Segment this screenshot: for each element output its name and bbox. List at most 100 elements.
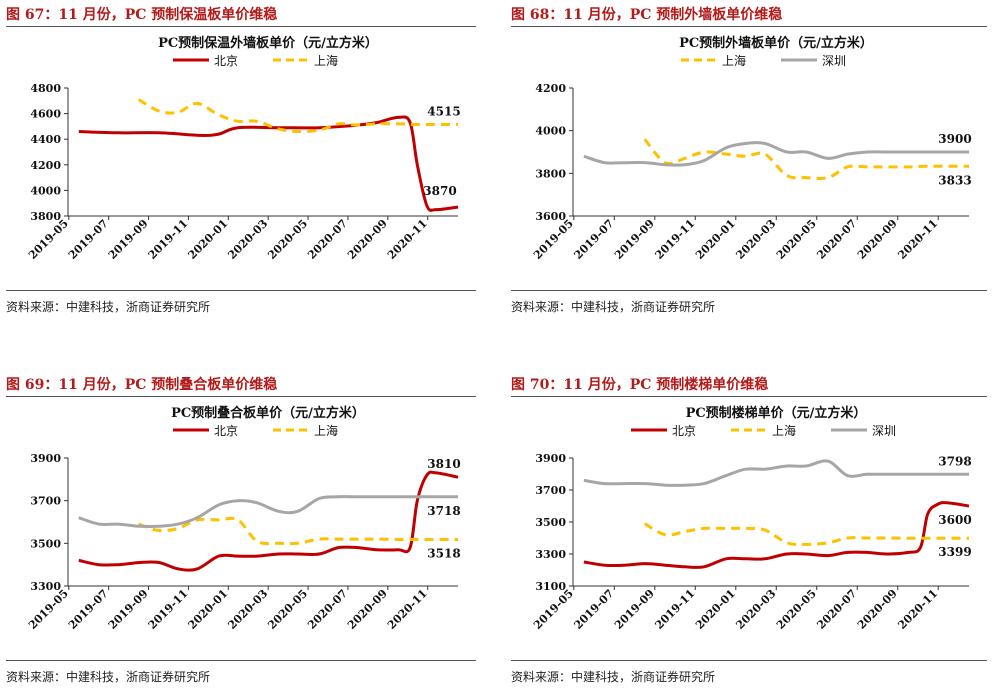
x-tick-label: 2020-11: [385, 587, 430, 632]
y-tick-label: 3500: [535, 516, 566, 529]
y-tick-label: 4200: [535, 82, 566, 95]
x-tick-label: 2020-03: [733, 587, 778, 632]
series-line: [583, 459, 969, 487]
data-label: 3798: [938, 454, 971, 468]
x-tick-label: 2020-03: [733, 217, 778, 262]
top-rule: [511, 396, 987, 397]
x-tick-label: 2020-09: [345, 217, 390, 262]
data-label: 4515: [427, 104, 460, 118]
y-tick-label: 3900: [30, 452, 61, 465]
x-tick-label: 2020-01: [186, 217, 231, 262]
chart-staircase: PC预制楼梯单价（元/立方米） 北京 上海 深圳 3100 3300 3500 3700 390…: [531, 405, 972, 632]
x-tick-label: 2019-11: [146, 217, 191, 262]
x-tick-label: 2020-01: [693, 217, 738, 262]
legend-label: 上海: [314, 53, 338, 68]
legend-label: 上海: [772, 423, 796, 438]
x-tick-label: 2019-11: [653, 217, 698, 262]
y-tick-label: 3800: [30, 210, 61, 223]
chart-title: PC预制楼梯单价（元/立方米）: [686, 405, 867, 421]
x-tick-label: 2020-05: [774, 587, 819, 632]
top-rule: [6, 396, 476, 397]
bottom-rule: [6, 290, 476, 291]
x-tick-label: 2020-05: [774, 217, 819, 262]
y-tick-label: 4000: [30, 184, 61, 197]
series-line: [137, 98, 459, 134]
legend-label: 北京: [214, 424, 238, 438]
y-tick-label: 4600: [30, 108, 61, 121]
series-line: [583, 501, 970, 569]
y-tick-label: 3100: [535, 580, 566, 593]
y-tick-label: 3300: [30, 580, 61, 593]
y-tick-label: 3700: [30, 495, 61, 508]
x-tick-label: 2019-11: [653, 587, 698, 632]
chart-title: PC预制外墙板单价（元/立方米）: [679, 35, 873, 51]
y-tick-label: 3900: [535, 452, 566, 465]
source-note: 资料来源：中建科技，浙商证券研究所: [511, 670, 716, 684]
x-tick-label: 2020-01: [693, 587, 738, 632]
x-tick-label: 2020-07: [814, 217, 859, 262]
x-tick-label: 2019-07: [66, 587, 111, 632]
x-tick-label: 2019-05: [26, 217, 71, 262]
figure-title: 图 68：11 月份，PC 预制外墙板单价维稳: [511, 7, 783, 23]
y-tick-label: 4400: [30, 133, 61, 146]
x-tick-label: 2019-07: [572, 587, 617, 632]
figure-title: 图 67：11 月份，PC 预制保温板单价维稳: [6, 7, 278, 23]
source-note: 资料来源：中建科技，浙商证券研究所: [6, 670, 211, 684]
y-tick-label: 3500: [30, 537, 61, 550]
data-label: 3399: [938, 545, 971, 559]
legend-label: 深圳: [822, 54, 846, 68]
figure-panel-67: 图 67：11 月份，PC 预制保温板单价维稳 PC预制保温外墙板单价（元/立方…: [6, 4, 476, 324]
y-tick-label: 3800: [535, 167, 566, 180]
legend-label: 北京: [214, 54, 238, 68]
legend-label: 深圳: [872, 424, 896, 438]
x-tick-label: 2019-11: [146, 587, 191, 632]
figure-title: 图 69：11 月份，PC 预制叠合板单价维稳: [6, 377, 278, 393]
x-tick-label: 2020-11: [895, 587, 940, 632]
x-tick-label: 2019-07: [572, 217, 617, 262]
x-tick-label: 2019-05: [26, 587, 71, 632]
series-line: [78, 470, 459, 572]
figure-title: 图 70：11 月份，PC 预制楼梯单价维稳: [511, 377, 769, 393]
chart-composite-slab: PC预制叠合板单价（元/立方米） 北京 上海 3300 3500 3700 3900 2019…: [26, 405, 461, 632]
source-note: 资料来源：中建科技，浙商证券研究所: [511, 300, 716, 314]
x-tick-label: 2019-09: [106, 217, 151, 262]
x-tick-label: 2019-07: [66, 217, 111, 262]
y-tick-label: 4000: [535, 125, 566, 138]
x-tick-label: 2020-03: [225, 587, 270, 632]
x-tick-label: 2019-09: [106, 587, 151, 632]
legend-label: 北京: [672, 424, 696, 438]
top-rule: [511, 26, 987, 27]
y-tick-label: 3700: [535, 484, 566, 497]
x-tick-label: 2020-07: [305, 217, 350, 262]
x-tick-label: 2020-05: [265, 587, 310, 632]
series-line: [78, 115, 459, 212]
x-tick-label: 2020-09: [855, 217, 900, 262]
x-tick-label: 2020-09: [855, 587, 900, 632]
top-rule: [6, 26, 476, 27]
data-label: 3600: [938, 513, 971, 527]
x-tick-label: 2019-05: [531, 217, 576, 262]
series-line: [78, 495, 458, 529]
x-tick-label: 2020-09: [345, 587, 390, 632]
chart-external-wall-panel: PC预制外墙板单价（元/立方米） 上海 深圳 3600 3800 4000 4200 2019…: [531, 35, 972, 262]
data-label: 3833: [938, 173, 971, 187]
series-line: [583, 141, 969, 167]
x-tick-label: 2019-09: [612, 587, 657, 632]
chart-title: PC预制叠合板单价（元/立方米）: [171, 405, 365, 421]
figure-panel-69: 图 69：11 月份，PC 预制叠合板单价维稳 PC预制叠合板单价（元/立方米）…: [6, 374, 476, 690]
series-line: [643, 138, 970, 180]
y-tick-label: 3600: [535, 210, 566, 223]
data-label: 3900: [938, 132, 971, 146]
chart-insulated-wall-panel: PC预制保温外墙板单价（元/立方米） 北京 上海 3800 4000 4200 4400 46…: [26, 35, 461, 262]
data-label: 3518: [427, 546, 460, 560]
x-tick-label: 2020-07: [305, 587, 350, 632]
figure-panel-68: 图 68：11 月份，PC 预制外墙板单价维稳 PC预制外墙板单价（元/立方米）…: [511, 4, 987, 324]
x-tick-label: 2020-07: [814, 587, 859, 632]
data-label: 3718: [427, 504, 460, 518]
data-label: 3810: [427, 457, 460, 471]
data-label: 3870: [423, 184, 456, 198]
chart-title: PC预制保温外墙板单价（元/立方米）: [158, 35, 378, 51]
y-tick-label: 4200: [30, 159, 61, 172]
x-tick-label: 2019-05: [531, 587, 576, 632]
series-line: [138, 516, 458, 546]
